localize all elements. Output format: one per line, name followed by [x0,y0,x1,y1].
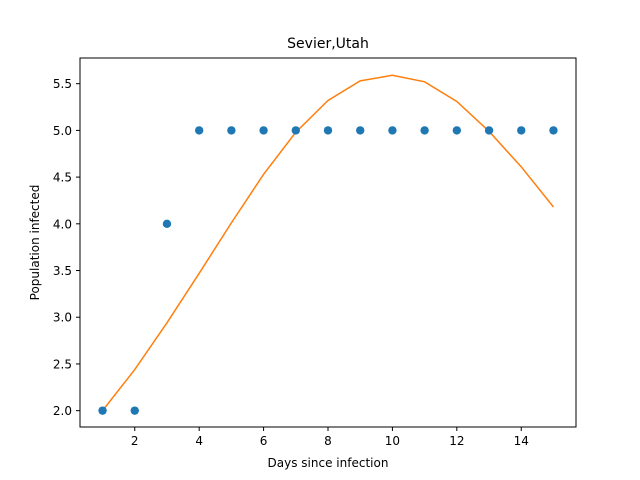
data-point [420,126,429,135]
y-tick-label: 3.0 [53,311,72,325]
y-axis-label: Population infected [28,185,42,301]
x-tick-label: 14 [514,434,529,448]
plot-area [98,74,558,415]
y-tick-label: 5.0 [53,124,72,138]
data-point [356,126,365,135]
x-axis-label: Days since infection [268,456,389,470]
data-point [194,126,204,135]
chart-title: Sevier,Utah [287,36,369,52]
data-point [291,126,300,135]
data-point [388,126,397,135]
x-tick-label: 8 [324,434,332,448]
x-tick-label: 4 [195,434,203,448]
data-point [484,126,494,135]
x-axis: 2 4 6 8 10 12 14 [131,427,529,448]
data-point [98,406,107,415]
series-line [101,74,555,412]
data-point [452,126,462,135]
y-tick-label: 2.5 [53,357,72,371]
data-point [549,126,558,135]
y-tick-label: 2.0 [53,404,72,418]
data-point [259,126,268,135]
y-axis: 2.0 2.5 3.0 3.5 4.0 4.5 5.0 5.5 [53,77,80,418]
data-point [323,126,333,135]
y-tick-label: 4.0 [53,217,72,231]
x-tick-label: 6 [260,434,268,448]
x-tick-label: 10 [385,434,400,448]
y-tick-label: 5.5 [53,77,72,91]
x-tick-label: 2 [131,434,139,448]
data-point [517,126,526,135]
x-tick-label: 12 [449,434,464,448]
y-tick-label: 3.5 [53,264,72,278]
y-tick-label: 4.5 [53,171,72,185]
axes-background [80,58,576,427]
data-point [130,406,139,415]
data-point [162,219,172,229]
data-point [227,126,236,135]
